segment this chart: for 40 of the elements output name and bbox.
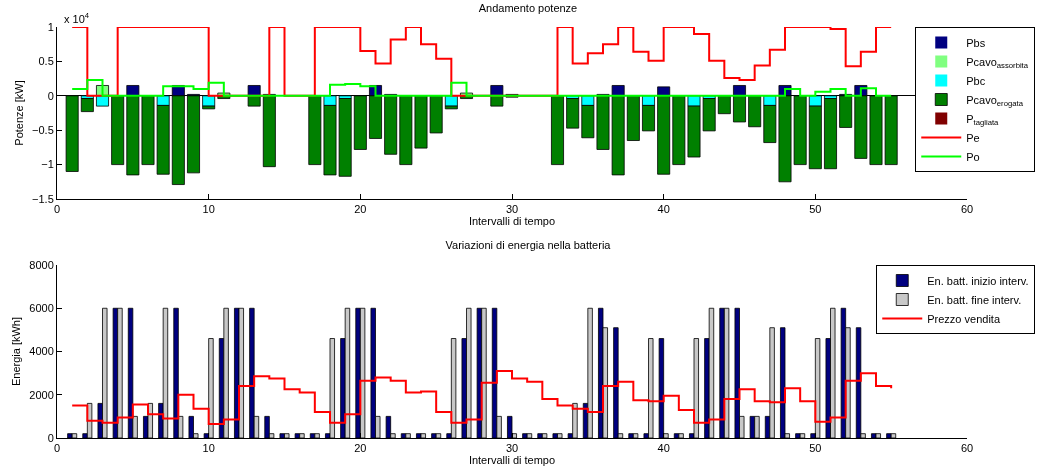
y-tick-label: 6000 xyxy=(29,302,54,315)
y-tick-label: 0 xyxy=(47,89,54,102)
legend-label: Pcavo$_{assorbita}$ xyxy=(966,55,1029,71)
x-tick-label: 10 xyxy=(202,203,215,216)
x-tick-label: 30 xyxy=(505,203,519,216)
x-tick-label: 10 xyxy=(202,442,215,455)
y-tick-label: 2000 xyxy=(29,388,54,401)
x-tick-label: 40 xyxy=(657,203,670,216)
y-tick-label: −0.5 xyxy=(32,124,54,137)
legend-label: En. batt. inizio interv. xyxy=(927,274,1029,287)
x-tick-label: 20 xyxy=(354,203,367,216)
y-tick-label: −1.5 xyxy=(32,192,54,205)
x-tick-label: 50 xyxy=(809,442,822,455)
y-tick-label: 1 xyxy=(47,20,54,33)
x-axis-title: Intervalli di tempo xyxy=(468,215,556,228)
x-tick-label: 30 xyxy=(505,442,519,455)
legend-label: En. batt. fine interv. xyxy=(927,293,1022,306)
x-tick-label: 60 xyxy=(960,203,974,216)
x-tick-label: 50 xyxy=(809,203,822,216)
y-tick-label: 0.5 xyxy=(38,55,54,68)
y-tick-label: −1 xyxy=(41,158,54,171)
y-axis-title: Energia [kWh] xyxy=(9,316,22,387)
text: x 10$^{4}$ xyxy=(64,11,90,25)
x-tick-label: 40 xyxy=(657,442,670,455)
x-tick-label: 20 xyxy=(354,442,367,455)
legend-label: P$_{tagliata}$ xyxy=(966,112,1000,128)
y-axis-title: Potenze [kW] xyxy=(12,80,25,146)
chart-title: Variazioni di energia nella batteria xyxy=(445,238,612,251)
y-tick-label: 4000 xyxy=(29,345,54,358)
x-tick-label: 60 xyxy=(960,442,974,455)
legend-label: Pbs xyxy=(966,36,986,49)
y-tick-label: 8000 xyxy=(29,258,54,271)
legend-label: Po xyxy=(966,150,980,163)
y-tick-label: 0 xyxy=(47,431,54,444)
x-axis-title: Intervalli di tempo xyxy=(468,454,556,467)
legend-label: Pcavo$_{erogata}$ xyxy=(966,93,1024,109)
legend-label: Prezzo vendita xyxy=(927,312,1001,325)
legend-label: Pe xyxy=(966,131,980,144)
chart-title: Andamento potenze xyxy=(478,1,578,14)
legend-label: Pbc xyxy=(966,74,986,87)
